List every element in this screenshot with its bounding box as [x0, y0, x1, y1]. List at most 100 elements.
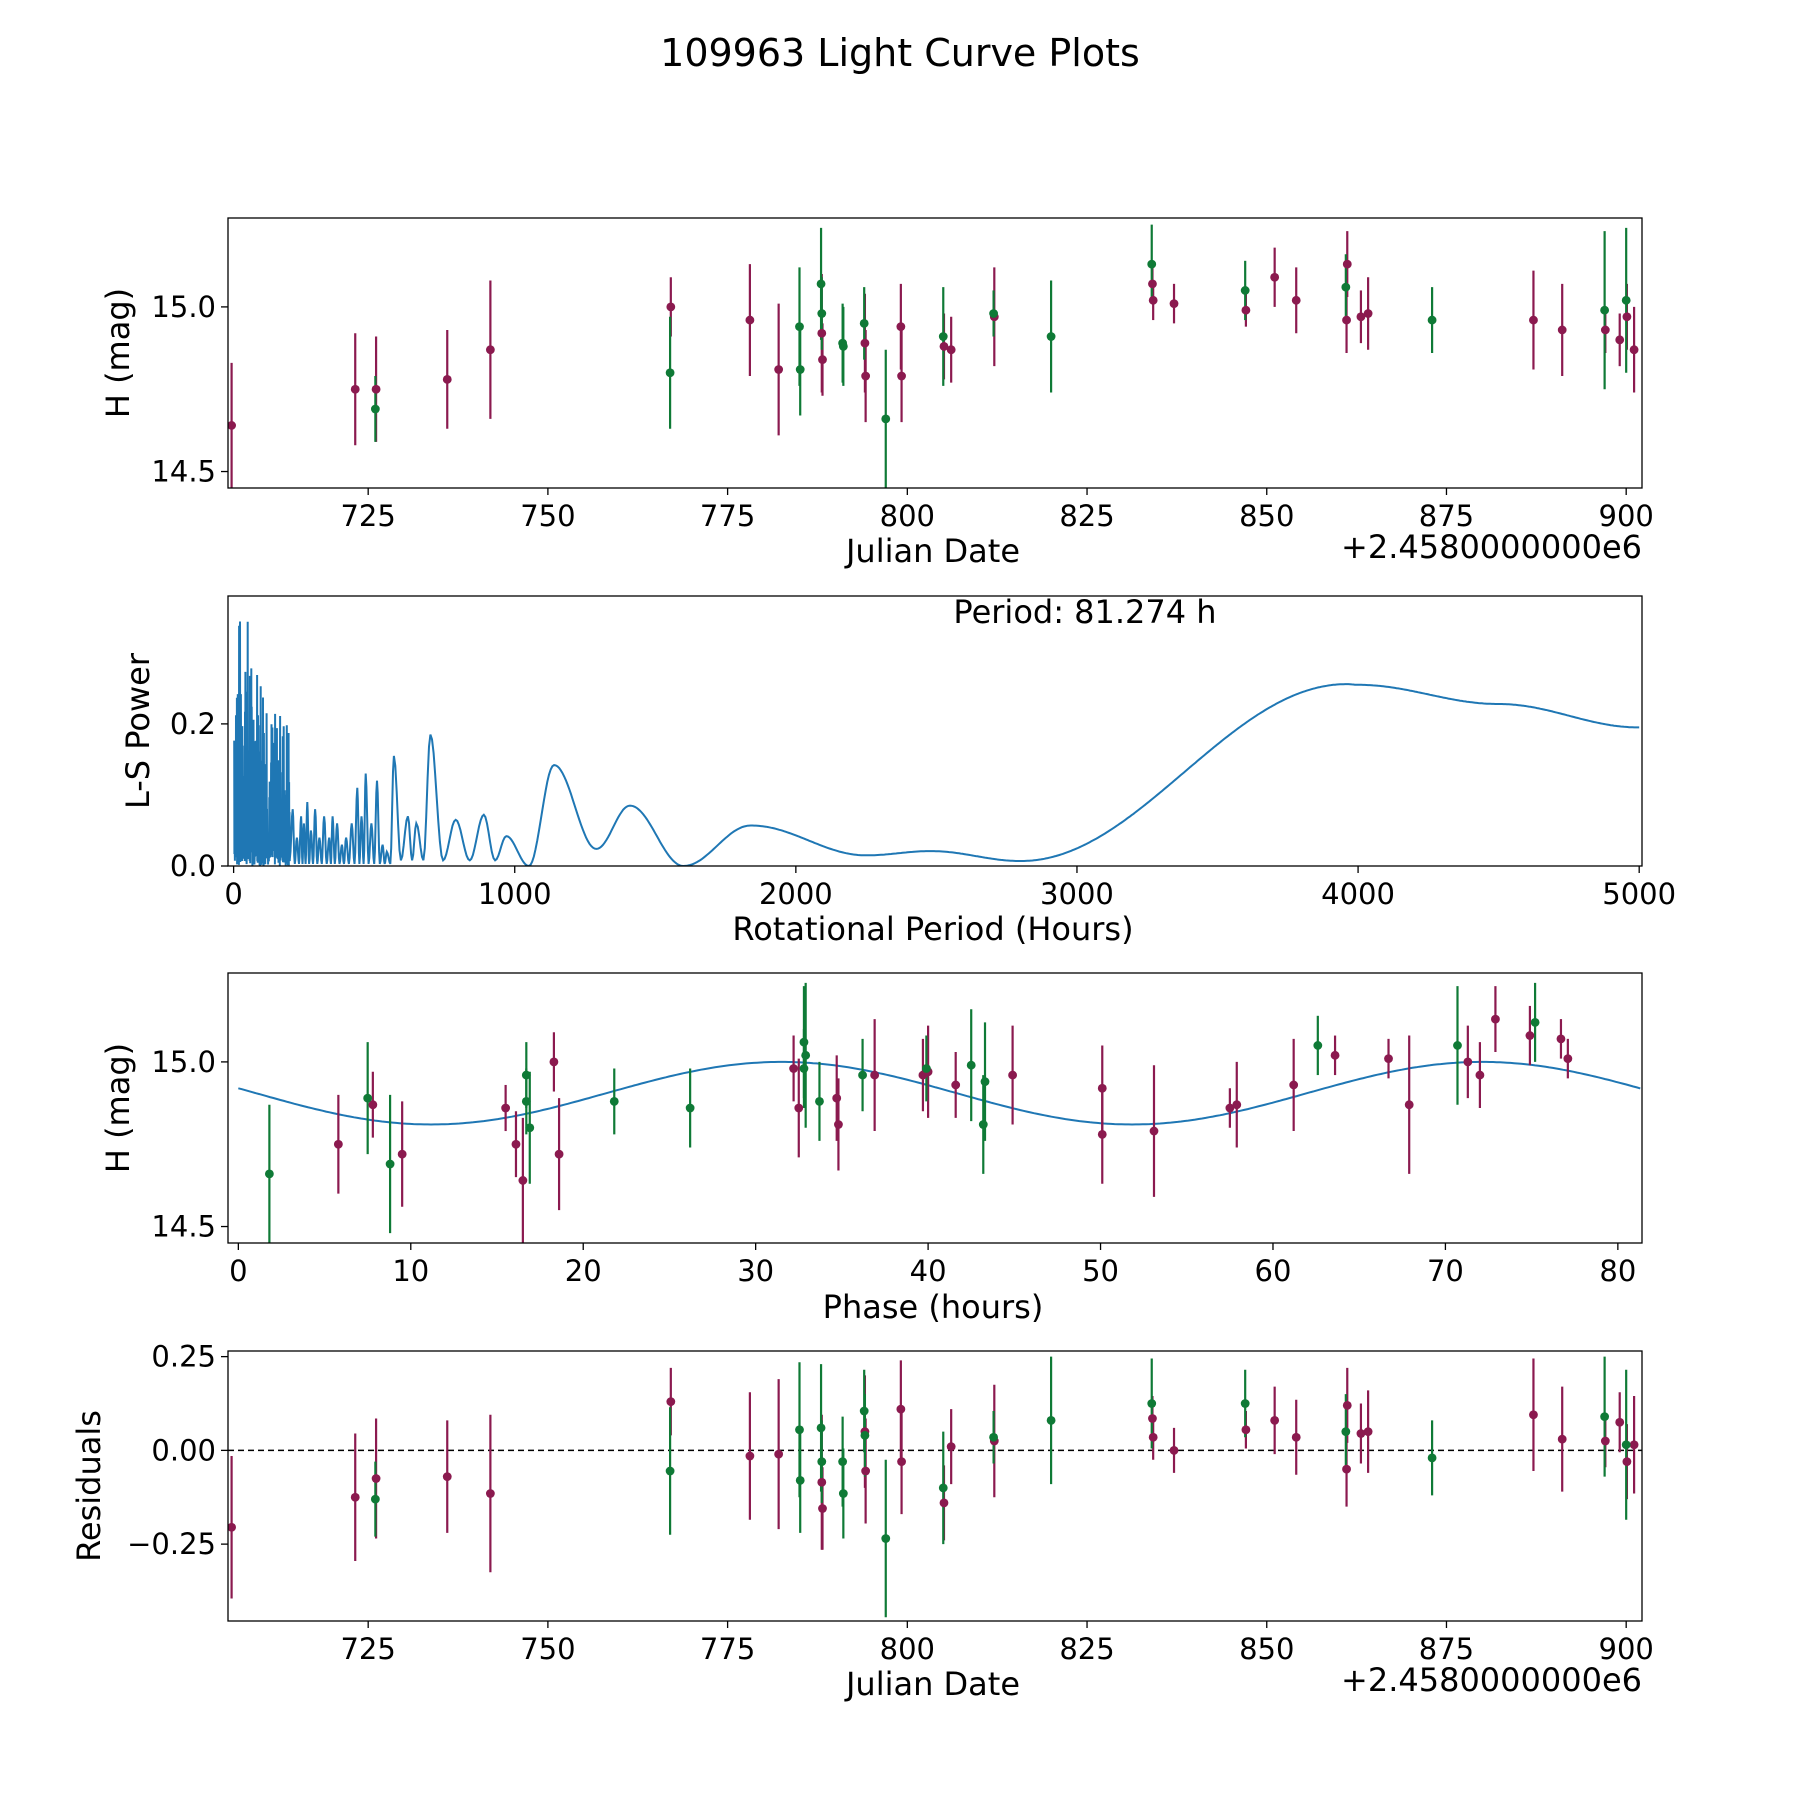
band-1-data-point: [1557, 325, 1567, 335]
band-1-data-point: [774, 1449, 784, 1459]
band-2-data-point: [795, 1475, 805, 1485]
band-1-data-point: [1270, 1415, 1280, 1425]
band-1-data-point: [228, 421, 236, 430]
band-1-data-point: [1600, 325, 1610, 335]
band-1-data-point: [1330, 1050, 1340, 1060]
band-2-data-point: [799, 1064, 809, 1073]
band-1-data-point: [666, 302, 676, 312]
periodogram-curve: [233, 621, 1640, 866]
periodogram-ytick-label: 0.0: [170, 849, 216, 883]
band-2-data-point: [1046, 332, 1056, 341]
phase-fold-plot-area: [238, 982, 1641, 1243]
band-1-data-point: [939, 342, 949, 351]
band-1-data-point: [1148, 1432, 1158, 1442]
residuals-ticks: 725 750 775 800 825 850 875 900 0.25 0.00 −0.25: [127, 1340, 1654, 1666]
band-2-data-point: [816, 1423, 826, 1433]
band-1-data-point: [860, 338, 870, 348]
band-2-data-point: [685, 1103, 695, 1113]
band-1-data-point: [861, 1466, 871, 1476]
band-2-data-point: [858, 1070, 867, 1080]
band-1-data-point: [1342, 315, 1351, 325]
band-2-data-point: [989, 309, 998, 318]
periodogram-ticks: 0 1000 2000 3000 4000 5000 0.0 0.2: [170, 707, 1676, 911]
band-1-data-point: [1342, 1464, 1351, 1474]
phase-fold-xtick-label: 40: [910, 1254, 947, 1288]
band-1-data-point: [818, 355, 827, 364]
band-1-data-point: [946, 1442, 956, 1452]
band-1-data-point: [1169, 1445, 1179, 1455]
band-1-data-point: [518, 1176, 528, 1185]
band-1-data-point: [861, 371, 871, 381]
band-2-data-point: [860, 1430, 870, 1440]
band-2-data-point: [1341, 1427, 1351, 1437]
band-1-data-point: [1384, 1054, 1393, 1064]
residuals-marks: [228, 1356, 1642, 1618]
band-1-data-point: [817, 328, 827, 338]
band-1-data-point: [1529, 1410, 1538, 1420]
residuals-panel: 725 750 775 800 825 850 875 900 0.25 0.00 −0.25 Ju…: [70, 1340, 1654, 1703]
band-1-data-point: [1622, 312, 1632, 322]
light-curve-xtick-label: 900: [1599, 499, 1654, 533]
band-2-data-point: [859, 318, 869, 328]
band-1-data-point: [946, 345, 956, 355]
light-curve-ylabel: H (mag): [99, 288, 137, 418]
band-1-data-point: [794, 1103, 804, 1113]
periodogram-panel: 0 1000 2000 3000 4000 5000 0.0 0.2 Period: 81.2…: [119, 593, 1676, 948]
band-1-data-point: [554, 1149, 564, 1159]
band-2-data-point: [525, 1123, 535, 1133]
band-1-data-point: [1463, 1057, 1473, 1067]
band-2-data-point: [815, 1097, 824, 1106]
band-1-data-point: [350, 1492, 360, 1502]
band-2-data-point: [966, 1060, 976, 1070]
band-1-data-point: [228, 1522, 236, 1532]
band-1-data-point: [832, 1093, 842, 1103]
band-1-data-point: [745, 1451, 755, 1461]
band-1-data-point: [1525, 1031, 1535, 1040]
residuals-ytick-label: 0.00: [151, 1433, 216, 1467]
phase-fold-ylabel: H (mag): [99, 1043, 137, 1173]
band-2-data-point: [838, 342, 848, 351]
phase-fold-xtick-label: 20: [565, 1254, 602, 1288]
band-2-data-point: [665, 1466, 675, 1476]
band-2-data-point: [1600, 1412, 1610, 1422]
band-1-data-point: [1241, 1425, 1251, 1435]
light-curve-xtick-label: 725: [340, 499, 395, 533]
phase-fold-xtick-label: 30: [737, 1254, 774, 1288]
band-1-data-point: [897, 371, 906, 381]
band-2-data-point: [370, 1494, 380, 1504]
band-1-data-point: [333, 1139, 343, 1149]
periodogram-marks: [233, 621, 1640, 866]
residuals-xtick-label: 800: [880, 1632, 935, 1666]
band-1-data-point: [1629, 345, 1639, 355]
light-curve-xtick-label: 825: [1059, 499, 1114, 533]
band-2-data-point: [363, 1093, 373, 1103]
light-curve-xtick-label: 800: [880, 499, 935, 533]
band-2-data-point: [795, 322, 804, 332]
band-2-data-point: [989, 1432, 998, 1442]
band-2-data-point: [521, 1097, 531, 1106]
periodogram-plot-area: [233, 621, 1640, 866]
phase-fold-ytick-label: 14.5: [151, 1210, 216, 1244]
band-2-data-point: [665, 368, 675, 378]
band-1-data-point: [1615, 1417, 1625, 1427]
band-1-data-point: [1149, 1126, 1159, 1136]
band-2-data-point: [838, 1489, 848, 1498]
band-2-data-point: [609, 1097, 619, 1106]
light-curve-xtick-label: 850: [1239, 499, 1294, 533]
band-2-data-point: [1240, 286, 1250, 295]
band-1-data-point: [1342, 1400, 1352, 1410]
band-2-data-point: [370, 404, 380, 414]
band-2-data-point: [816, 279, 826, 289]
phase-fold-xtick-label: 50: [1082, 1254, 1119, 1288]
band-1-data-point: [1169, 299, 1179, 309]
residuals-xtick-label: 775: [700, 1632, 755, 1666]
phase-fold-xtick-label: 10: [392, 1254, 429, 1288]
band-1-data-point: [549, 1057, 559, 1067]
band-1-data-point: [818, 1504, 827, 1513]
light-curve-ytick-label: 15.0: [151, 290, 216, 324]
band-1-data-point: [1404, 1100, 1414, 1110]
band-1-data-point: [745, 315, 755, 325]
residuals-xtick-label: 825: [1059, 1632, 1114, 1666]
band-1-data-point: [1363, 1427, 1373, 1437]
residuals-ytick-label: 0.25: [151, 1340, 216, 1374]
